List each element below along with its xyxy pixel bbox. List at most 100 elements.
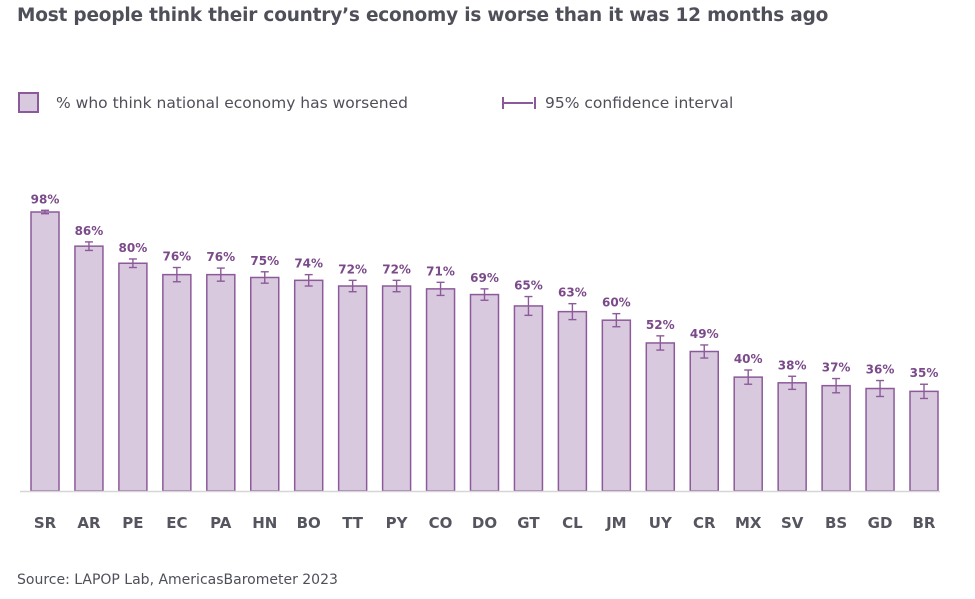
error-bar-gd	[876, 379, 885, 398]
source-note: Source: LAPOP Lab, AmericasBarometer 202…	[17, 572, 338, 588]
value-label-ec: 76%	[162, 250, 191, 264]
bar-do	[469, 293, 500, 492]
error-bar-sv	[788, 375, 797, 391]
error-bar-cl	[568, 302, 577, 321]
error-bar-hn	[260, 271, 269, 284]
error-bar-pa	[216, 267, 225, 282]
bar-group-pe	[118, 258, 148, 492]
bar-pa	[206, 273, 236, 492]
bar-group-do	[469, 288, 500, 492]
error-bar-pe	[128, 258, 137, 269]
bar-group-gd	[865, 379, 895, 492]
error-bar-mx	[744, 369, 753, 385]
value-label-co: 71%	[426, 264, 455, 278]
bar-group-ec	[162, 266, 192, 492]
category-label-py: PY	[386, 514, 409, 532]
value-label-gd: 36%	[866, 363, 895, 377]
value-label-cl: 63%	[558, 286, 587, 300]
error-bar-sr	[41, 209, 49, 215]
category-label-hn: HN	[252, 514, 277, 532]
bar-bo	[293, 279, 324, 492]
category-label-cr: CR	[693, 514, 716, 532]
legend: % who think national economy has worsene…	[0, 92, 975, 118]
value-label-cr: 49%	[690, 327, 719, 341]
bar-mx	[733, 376, 763, 492]
value-labels-group: 98% 86% 80% 76% 76% 75% 74% 72% 72% 71% 69% 65% 63% 6…	[31, 192, 939, 380]
category-label-mx: MX	[735, 514, 762, 532]
value-label-hn: 75%	[250, 254, 279, 268]
bar-co	[425, 288, 456, 492]
value-label-pa: 76%	[206, 250, 235, 264]
bar-ec	[162, 273, 192, 492]
bar-group-pa	[206, 267, 236, 492]
value-label-gt: 65%	[514, 279, 543, 293]
category-label-pa: PA	[210, 514, 232, 532]
error-bar-ec	[172, 266, 181, 283]
value-label-br: 35%	[910, 366, 939, 380]
bar-group-gt	[513, 295, 544, 492]
legend-label-worsened: % who think national economy has worsene…	[56, 94, 408, 112]
error-bar-py	[392, 279, 401, 293]
value-label-uy: 52%	[646, 318, 675, 332]
bar-group-cl	[557, 302, 588, 492]
legend-bar-swatch-icon	[18, 92, 39, 113]
bar-group-ar	[74, 241, 104, 492]
bar-group-mx	[733, 369, 763, 492]
category-label-pe: PE	[122, 514, 143, 532]
bar-ar	[74, 245, 104, 492]
bar-uy	[645, 342, 676, 492]
bar-br	[909, 390, 939, 492]
bar-group-py	[381, 279, 412, 492]
category-label-bo: BO	[297, 514, 321, 532]
bar-tt	[337, 285, 368, 492]
category-label-bs: BS	[825, 514, 847, 532]
error-bar-uy	[656, 335, 665, 351]
bar-bs	[821, 384, 851, 492]
category-label-do: DO	[472, 514, 497, 532]
bar-jm	[601, 319, 632, 492]
bar-py	[381, 285, 412, 492]
bar-group-hn	[250, 271, 280, 492]
category-label-ar: AR	[77, 514, 101, 532]
chart-title: Most people think their country’s econom…	[17, 5, 829, 26]
error-bar-bs	[832, 377, 841, 394]
value-label-do: 69%	[470, 271, 499, 285]
bar-group-uy	[645, 335, 676, 492]
value-label-bo: 74%	[294, 257, 323, 271]
bar-group-sr	[30, 209, 60, 492]
value-label-sv: 38%	[778, 358, 807, 372]
error-bar-bo	[304, 273, 313, 287]
value-label-jm: 60%	[602, 296, 631, 310]
category-label-br: BR	[913, 514, 936, 532]
bar-group-tt	[337, 279, 368, 492]
category-label-sr: SR	[34, 514, 57, 532]
bar-cr	[689, 350, 719, 492]
bar-sv	[777, 382, 807, 492]
value-label-py: 72%	[382, 262, 411, 276]
error-bar-co	[436, 281, 445, 297]
bar-group-cr	[689, 344, 719, 492]
category-label-co: CO	[429, 514, 453, 532]
value-label-mx: 40%	[734, 352, 763, 366]
category-label-cl: CL	[562, 514, 583, 532]
error-bar-ar	[84, 241, 93, 252]
bar-group-bo	[293, 273, 324, 492]
value-label-sr: 98%	[31, 192, 60, 206]
category-label-gt: GT	[517, 514, 540, 532]
bar-group-jm	[601, 312, 632, 492]
bars-group	[30, 209, 939, 492]
category-label-gd: GD	[868, 514, 893, 532]
category-label-uy: UY	[649, 514, 673, 532]
category-label-sv: SV	[781, 514, 804, 532]
bar-group-bs	[821, 377, 851, 492]
error-bar-jm	[612, 312, 621, 328]
category-label-jm: JM	[605, 514, 627, 532]
legend-label-ci: 95% confidence interval	[545, 94, 734, 112]
bar-sr	[30, 211, 60, 492]
bar-pe	[118, 262, 148, 492]
bar-group-co	[425, 281, 456, 492]
bar-group-sv	[777, 375, 807, 492]
value-label-pe: 80%	[119, 241, 148, 255]
error-bar-tt	[348, 279, 357, 293]
